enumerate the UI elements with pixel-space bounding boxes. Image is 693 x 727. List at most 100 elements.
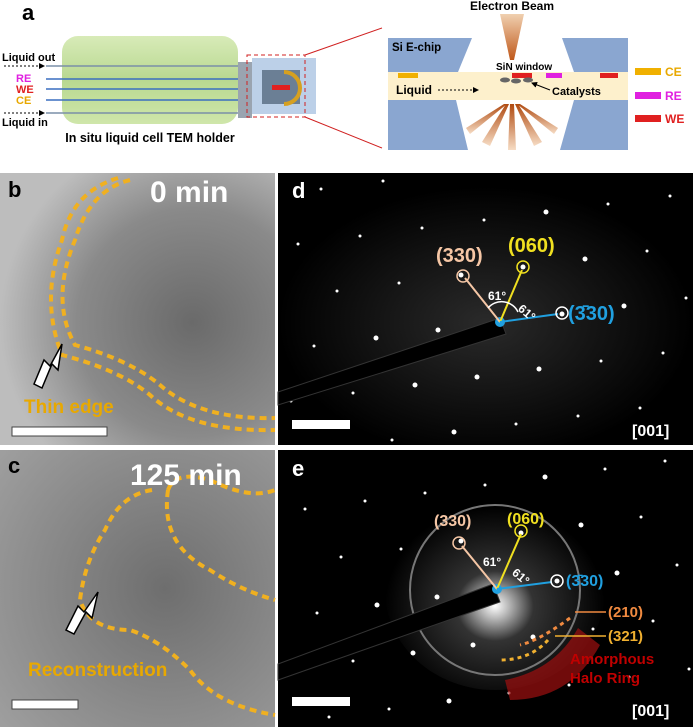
spot-label: (330) — [436, 245, 483, 267]
angle-arc — [487, 300, 519, 313]
spot — [358, 234, 362, 238]
spot — [663, 459, 667, 463]
panel-label: b — [8, 177, 21, 202]
scale-bar — [292, 697, 350, 706]
panel-c: c 125 min Reconstruction — [0, 450, 276, 727]
spot — [363, 499, 367, 503]
spot — [603, 467, 607, 471]
vector — [464, 277, 501, 323]
re-electrode — [546, 73, 562, 78]
tem-image — [0, 173, 275, 445]
spot-label: (060) — [508, 235, 555, 257]
spot — [567, 683, 571, 687]
spot — [651, 619, 655, 623]
angle-label: 61° — [488, 289, 506, 303]
spot — [387, 707, 391, 711]
spot — [638, 406, 642, 410]
panel-e: (330) (060) (3̄30) (210) (321) 61° 61° A… — [277, 450, 693, 727]
spot — [606, 202, 610, 206]
spot — [474, 374, 480, 380]
spot — [559, 311, 565, 317]
annotation: Thin edge — [24, 397, 114, 418]
liquid-label: Liquid — [396, 83, 432, 97]
panel-label: a — [22, 0, 35, 25]
diffraction-spots — [289, 179, 688, 442]
spot — [420, 226, 424, 230]
scale-bar — [11, 699, 79, 710]
vector — [496, 533, 522, 590]
holder-neck — [238, 62, 252, 118]
chip-top-left — [388, 38, 472, 72]
spot — [518, 530, 524, 536]
spot-marker — [555, 306, 569, 320]
holder-wires — [46, 65, 275, 114]
arrow — [531, 82, 551, 91]
spot — [639, 515, 643, 519]
diffraction-pattern — [278, 173, 693, 445]
spot — [390, 438, 394, 442]
halo-label: Halo Ring — [570, 670, 640, 687]
spot — [435, 327, 441, 333]
holder-caption: In situ liquid cell TEM holder — [65, 131, 235, 145]
spot — [319, 187, 323, 191]
amorphous-halo — [505, 628, 600, 700]
vector — [496, 581, 553, 590]
arrow — [64, 591, 99, 635]
spot — [412, 382, 418, 388]
spot — [576, 414, 580, 418]
legend-label: WE — [665, 112, 684, 126]
legend-label: RE — [665, 89, 682, 103]
chip-bottom-right — [560, 100, 628, 150]
electron-beam — [500, 14, 524, 60]
we-electrode — [512, 73, 532, 78]
spot — [296, 242, 300, 246]
spot — [668, 194, 672, 198]
spot-marker — [516, 260, 530, 274]
spot — [434, 594, 440, 600]
spot-marker — [514, 524, 528, 538]
panel-b: b 0 min Thin edge — [0, 173, 276, 445]
spot — [423, 491, 427, 495]
spot — [482, 218, 486, 222]
halo-label: Amorphous — [570, 651, 654, 668]
spot — [470, 642, 476, 648]
spot-label: (330) — [434, 513, 471, 530]
spot — [373, 335, 379, 341]
spot — [410, 650, 416, 656]
spot — [599, 359, 603, 363]
spot-marker — [452, 536, 466, 550]
holder-body — [62, 36, 238, 124]
ce-electrode — [398, 73, 418, 78]
spot-marker — [550, 574, 564, 588]
panel-label: e — [292, 456, 304, 481]
edge-outline — [60, 178, 276, 421]
spot — [542, 474, 548, 480]
spot — [520, 264, 526, 270]
spot — [312, 344, 316, 348]
scale-bar — [11, 426, 108, 437]
legend-swatch — [635, 92, 661, 99]
spot — [399, 547, 403, 551]
spot — [327, 715, 331, 719]
vector — [499, 269, 523, 323]
spot — [303, 507, 307, 511]
spot — [645, 249, 649, 253]
ring-label: (321) — [608, 628, 643, 645]
liquid-out-label: Liquid out — [2, 52, 55, 64]
spot-marker — [456, 269, 470, 283]
spot-label: (060) — [507, 511, 544, 528]
spot — [458, 538, 464, 544]
legend-swatch — [635, 115, 661, 122]
spot — [684, 296, 688, 300]
time-label: 125 min — [130, 459, 242, 492]
spot — [536, 366, 542, 372]
spot — [627, 675, 631, 679]
re-label: RE — [16, 73, 31, 85]
liquid-layer — [388, 72, 628, 100]
beam-label: Electron Beam — [470, 0, 554, 13]
spot — [614, 570, 620, 576]
arrow — [33, 343, 63, 390]
zoom-line — [304, 27, 383, 56]
